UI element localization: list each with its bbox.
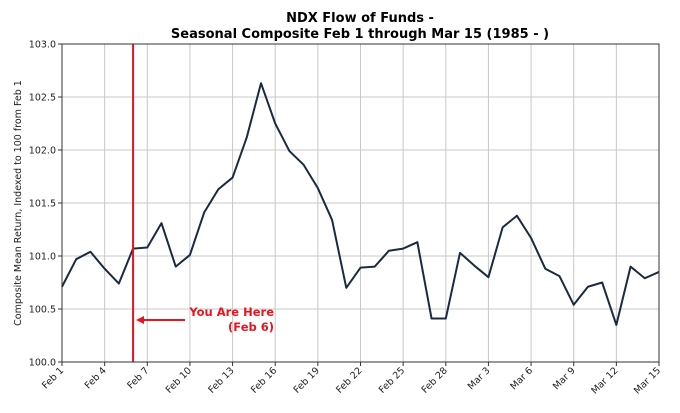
- y-axis: 100.0 100.5 101.0 101.5 102.0 102.5 103.0: [29, 40, 62, 369]
- series-line-composite: [61, 82, 660, 326]
- x-tick-label: Feb 28: [420, 365, 450, 395]
- x-tick-label: Mar 12: [589, 365, 620, 396]
- y-tick-label: 100.5: [29, 305, 56, 316]
- x-tick-label: Mar 3: [466, 365, 493, 392]
- x-tick-label: Feb 16: [249, 365, 279, 395]
- x-tick-label: Feb 10: [164, 365, 194, 395]
- x-tick-label: Feb 22: [334, 365, 364, 395]
- x-tick-label: Feb 4: [83, 365, 109, 391]
- y-tick-label: 101.0: [29, 252, 56, 263]
- annotation-line1: You Are Here: [188, 305, 274, 319]
- arrow-head-icon: [136, 316, 144, 324]
- y-tick-label: 102.5: [29, 93, 56, 104]
- plot-frame: [61, 43, 660, 363]
- grid: [61, 43, 660, 363]
- y-tick-label: 101.5: [29, 199, 56, 210]
- x-tick-label: Mar 9: [551, 365, 578, 392]
- x-tick-label: Feb 25: [377, 365, 407, 395]
- x-tick-label: Feb 13: [206, 365, 236, 395]
- x-tick-label: Mar 6: [508, 365, 535, 392]
- y-tick-label: 100.0: [29, 358, 56, 369]
- x-tick-label: Feb 1: [40, 365, 66, 391]
- x-tick-label: Feb 7: [125, 365, 151, 391]
- chart-title-line1: NDX Flow of Funds -: [286, 11, 434, 26]
- y-axis-label: Composite Mean Return, Indexed to 100 fr…: [13, 80, 24, 326]
- annotation-line2: (Feb 6): [228, 320, 274, 334]
- chart-title-line2: Seasonal Composite Feb 1 through Mar 15 …: [171, 27, 549, 42]
- y-tick-label: 103.0: [29, 40, 56, 51]
- y-tick-label: 102.0: [29, 146, 56, 157]
- x-tick-label: Mar 15: [632, 365, 663, 396]
- x-axis: Feb 1 Feb 4 Feb 7 Feb 10 Feb 13 Feb 16 Feb 19 F…: [40, 362, 663, 396]
- x-tick-label: Feb 19: [292, 365, 322, 395]
